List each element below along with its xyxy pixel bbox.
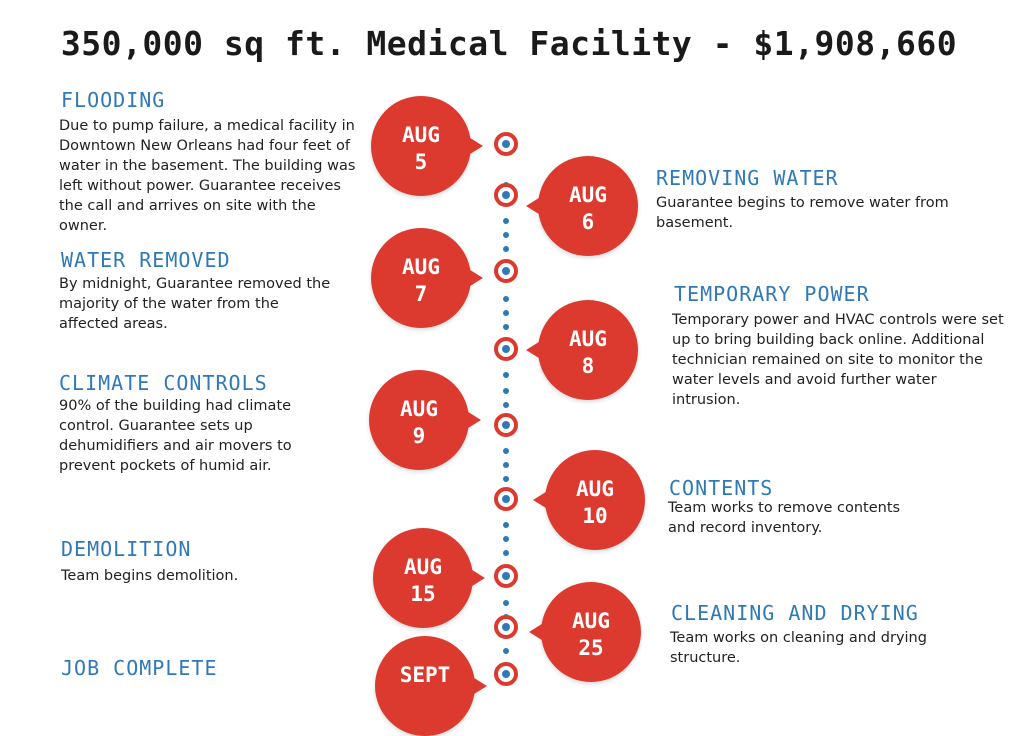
date-bubble: AUG 10: [533, 450, 645, 550]
timeline-dot: [503, 476, 509, 482]
timeline-node: [494, 487, 518, 511]
event-heading: TEMPORARY POWER: [674, 282, 870, 306]
event-heading: JOB COMPLETE: [61, 656, 218, 680]
timeline-dot: [503, 462, 509, 468]
date-bubble: SEPT: [375, 636, 487, 736]
timeline-dot: [503, 246, 509, 252]
date-bubble: AUG 15: [373, 528, 485, 628]
date-month: AUG: [404, 555, 442, 579]
date-bubble: AUG 7: [371, 228, 483, 328]
date-day: 5: [414, 150, 428, 174]
date-day: 7: [414, 282, 428, 306]
date-month: AUG: [402, 255, 440, 279]
timeline-dot: [503, 310, 509, 316]
date-bubble: AUG 6: [526, 156, 638, 256]
date-day: 8: [581, 354, 595, 378]
event-heading: DEMOLITION: [61, 537, 192, 561]
event-heading: CLEANING AND DRYING: [671, 601, 919, 625]
timeline-dot: [503, 600, 509, 606]
timeline-dot: [503, 388, 509, 394]
timeline-node: [494, 259, 518, 283]
timeline-dot: [503, 296, 509, 302]
timeline-node: [494, 183, 518, 207]
event-description: By midnight, Guarantee removed the major…: [59, 276, 331, 332]
timeline-node: [494, 615, 518, 639]
date-month: AUG: [572, 609, 610, 633]
timeline-node: [494, 132, 518, 156]
timeline-dot: [503, 324, 509, 330]
event-heading: CLIMATE CONTROLS: [59, 371, 268, 395]
event-description: Team works to remove contents and record…: [668, 500, 901, 536]
date-day: 6: [581, 210, 595, 234]
date-bubble: AUG 9: [369, 370, 481, 470]
date-bubble: AUG 25: [529, 582, 641, 682]
date-month: AUG: [400, 397, 438, 421]
event-heading: REMOVING WATER: [656, 166, 839, 190]
timeline-dot: [503, 522, 509, 528]
timeline-node: [494, 337, 518, 361]
event-description: Temporary power and HVAC controls were s…: [672, 312, 1004, 408]
timeline-dot: [503, 448, 509, 454]
date-day: 25: [578, 636, 604, 660]
event-description: Due to pump failure, a medical facility …: [59, 118, 356, 234]
timeline-dot: [503, 372, 509, 378]
timeline-dot: [503, 402, 509, 408]
date-month: AUG: [569, 327, 607, 351]
date-month: AUG: [576, 477, 614, 501]
event-description: Guarantee begins to remove water from ba…: [656, 195, 949, 231]
page-title: 350,000 sq ft. Medical Facility - $1,908…: [60, 24, 958, 63]
timeline-node: [494, 662, 518, 686]
timeline-dot: [503, 536, 509, 542]
timeline-node: [494, 564, 518, 588]
timeline-node: [494, 413, 518, 437]
timeline-dot: [503, 550, 509, 556]
timeline-dot: [503, 218, 509, 224]
date-day: 9: [412, 424, 426, 448]
date-day: 10: [582, 504, 608, 528]
timeline-dot: [503, 648, 509, 654]
event-heading: FLOODING: [61, 88, 166, 112]
date-month: SEPT: [399, 663, 451, 687]
date-month: AUG: [569, 183, 607, 207]
event-heading: CONTENTS: [669, 476, 774, 500]
timeline-dot: [503, 232, 509, 238]
date-bubble: AUG 5: [371, 96, 483, 196]
event-heading: WATER REMOVED: [61, 248, 231, 272]
event-description: 90% of the building had climate control.…: [59, 398, 292, 474]
date-month: AUG: [402, 123, 440, 147]
date-bubble: AUG 8: [526, 300, 638, 400]
date-day: 15: [410, 582, 436, 606]
event-description: Team works on cleaning and drying struct…: [670, 630, 927, 666]
event-description: Team begins demolition.: [61, 568, 239, 584]
